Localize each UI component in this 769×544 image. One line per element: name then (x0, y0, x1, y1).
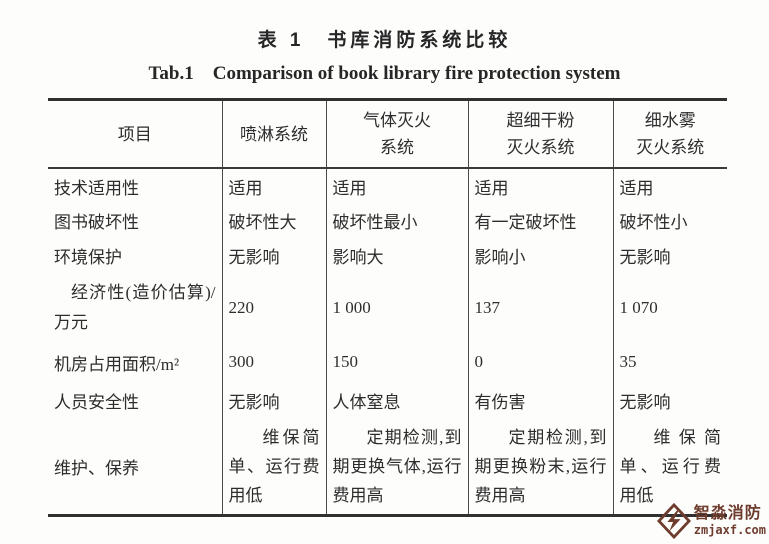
cell: 0 (467, 343, 613, 381)
zhimiao-fire-logo-icon (656, 502, 691, 540)
header-cell-water-mist: 细水雾 灭火系统 (612, 99, 727, 169)
cell: 影响大 (325, 238, 468, 273)
table-row-personnel-safety: 人员安全性 无影响 人体窒息 有伤害 无影响 (48, 381, 727, 419)
cell: 适用 (325, 168, 468, 203)
row-label: 环境保护 (54, 248, 122, 267)
cell: 破坏性大 (221, 203, 326, 238)
watermark: 智淼消防 zmjaxf.com (656, 502, 766, 540)
header-cell-gas: 气体灭火 系统 (325, 99, 468, 169)
row-label: 人员安全性 (54, 392, 139, 412)
table-title-en: Tab.1 Comparison of book library fire pr… (148, 63, 621, 84)
row-label: 机房占用面积/m² (54, 354, 180, 374)
row-label: 图书破坏性 (54, 213, 139, 232)
cell: 定期检测,到期更换气体,运行费用高 (325, 419, 468, 515)
cell: 无影响 (221, 381, 326, 419)
cell: 破坏性最小 (325, 203, 468, 238)
header-cell-item: 项目 (48, 99, 222, 169)
cell: 破坏性小 (612, 203, 727, 238)
table-row-maintenance: 维护、保养 维保简单、运行费用低 定期检测,到期更换气体,运行费用高 定期检测,… (48, 419, 727, 515)
cell: 1 000 (325, 273, 468, 343)
cell: 定期检测,到期更换粉末,运行费用高 (467, 419, 613, 515)
cell: 1 070 (612, 273, 727, 343)
watermark-site: zmjaxf.com (693, 523, 766, 537)
row-label: 维护、保养 (54, 458, 139, 478)
table-row-room-area: 机房占用面积/m² 300 150 0 35 (48, 343, 727, 381)
cell: 150 (325, 343, 468, 381)
cell: 220 (221, 273, 326, 343)
row-label: 经济性(造价估算)/万元 (54, 283, 216, 332)
header-cell-dry-powder: 超细干粉 灭火系统 (467, 99, 613, 169)
table-row-economy: 经济性(造价估算)/万元 220 1 000 137 1 070 (48, 273, 727, 343)
cell: 300 (221, 343, 326, 381)
cell: 维保简单、运行费用低 (221, 419, 326, 515)
cell: 137 (467, 273, 613, 343)
table-title-cn: 表 1 书库消防系统比较 (257, 30, 512, 51)
table-row-book-damage: 图书破坏性 破坏性大 破坏性最小 有一定破坏性 破坏性小 (48, 203, 727, 238)
cell: 35 (612, 343, 727, 381)
table-row-applicability: 技术适用性 适用 适用 适用 适用 (48, 168, 727, 203)
cell: 影响小 (467, 238, 613, 273)
row-label: 技术适用性 (54, 178, 139, 198)
cell: 无影响 (612, 238, 727, 273)
cell: 维保简单、运行费用低 (612, 419, 727, 515)
cell: 无影响 (221, 238, 326, 273)
cell: 有一定破坏性 (467, 203, 613, 238)
comparison-table: 项目 喷淋系统 气体灭火 系统 超细干粉 灭火系统 细水雾 灭火系统 技术适用性… (48, 98, 727, 517)
header-cell-sprinkler: 喷淋系统 (221, 99, 326, 169)
cell: 适用 (221, 168, 326, 203)
cell: 有伤害 (467, 381, 613, 419)
table-row-environment: 环境保护 无影响 影响大 影响小 无影响 (48, 238, 727, 273)
watermark-name: 智淼消防 (693, 505, 762, 522)
cell: 适用 (467, 168, 613, 203)
cell: 无影响 (612, 381, 727, 419)
cell: 人体窒息 (325, 381, 468, 419)
header-row: 项目 喷淋系统 气体灭火 系统 超细干粉 灭火系统 细水雾 灭火系统 (48, 99, 727, 169)
cell: 适用 (612, 168, 727, 203)
